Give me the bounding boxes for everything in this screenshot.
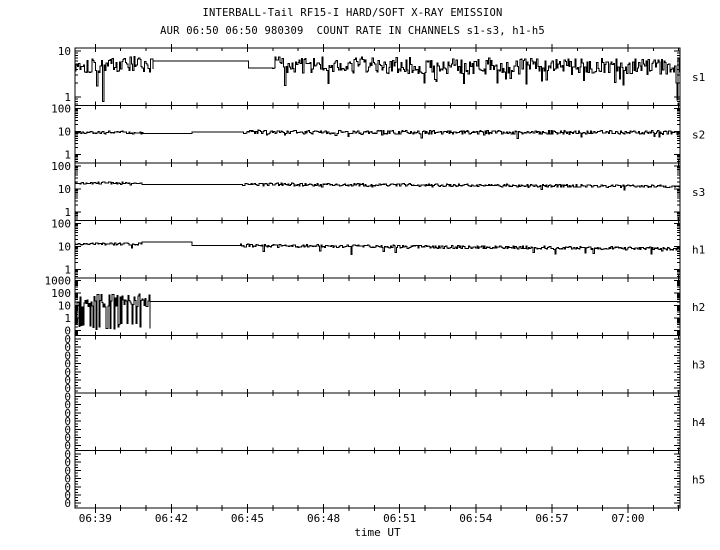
y-tick-label: 0 <box>64 399 71 412</box>
y-tick-label: 0 <box>64 448 71 461</box>
y-tick-labels-s1: 10 1 <box>58 45 71 104</box>
x-tick-label: 06:51 <box>383 512 416 525</box>
panel-box-h3 <box>74 335 681 394</box>
panel-box-h5 <box>74 450 681 509</box>
y-tick-label: 10 <box>58 183 71 196</box>
panel-box-s3 <box>74 162 681 221</box>
panel-box-h4 <box>74 392 681 451</box>
y-tick-label: 0 <box>64 382 71 395</box>
y-tick-labels-s2: 100 10 1 <box>51 102 71 161</box>
channel-label-s2: s2 <box>692 128 705 141</box>
y-tick-label: 10 <box>58 125 71 138</box>
y-tick-label: 1 <box>64 263 71 276</box>
y-tick-label: 0 <box>64 391 71 404</box>
panel-box-s1 <box>74 47 681 106</box>
y-tick-label: 1 <box>64 148 71 161</box>
channel-label-s1: s1 <box>692 71 705 84</box>
y-tick-label: 100 <box>51 287 71 300</box>
y-tick-label: 0 <box>64 497 71 510</box>
ticks-h4 <box>75 389 680 455</box>
y-tick-label: 100 <box>51 217 71 230</box>
y-tick-label: 1000 <box>45 275 72 288</box>
y-tick-label: 0 <box>64 481 71 494</box>
channel-label-h1: h1 <box>692 243 705 256</box>
channel-label-h3: h3 <box>692 358 705 371</box>
y-tick-label: 0 <box>64 374 71 387</box>
y-tick-label: 0 <box>64 349 71 362</box>
y-tick-label: 1 <box>64 312 71 325</box>
panel-s1: 10 1 s1 <box>58 44 705 110</box>
y-tick-label: 0 <box>64 440 71 453</box>
y-tick-label: 0 <box>64 341 71 354</box>
y-tick-label: 1 <box>64 91 71 104</box>
y-tick-label: 0 <box>64 489 71 502</box>
x-tick-label: 06:42 <box>155 512 188 525</box>
panel-s3: 100 10 1 s3 <box>51 159 705 225</box>
panel-h1: 100 10 1 h1 <box>51 216 705 282</box>
plot-title: INTERBALL-Tail RF15-I HARD/SOFT X-RAY EM… <box>202 7 503 19</box>
x-tick-label: 06:54 <box>459 512 492 525</box>
data-trace-s3 <box>75 181 680 191</box>
panel-box-s2 <box>74 105 681 164</box>
y-tick-label: 0 <box>64 473 71 486</box>
x-tick-label: 06:57 <box>535 512 568 525</box>
ticks-h3 <box>75 331 680 397</box>
y-tick-labels-s3: 100 10 1 <box>51 160 71 219</box>
y-tick-labels-h1: 100 10 1 <box>51 217 71 276</box>
x-tick-label: 07:00 <box>611 512 644 525</box>
panel-box-h1 <box>74 220 681 279</box>
y-tick-label: 100 <box>51 102 71 115</box>
y-tick-label: 0 <box>64 423 71 436</box>
ticks-s3 <box>75 159 680 225</box>
x-tick-label: 06:39 <box>79 512 112 525</box>
y-tick-label: 0 <box>64 366 71 379</box>
plot-subtitle: AUR 06:50 06:50 980309 COUNT RATE IN CHA… <box>160 25 545 37</box>
channel-label-h4: h4 <box>692 416 706 429</box>
y-tick-label: 100 <box>51 160 71 173</box>
y-tick-label: 0 <box>64 415 71 428</box>
x-axis-title: time UT <box>354 526 401 539</box>
y-tick-label: 0 <box>64 333 71 346</box>
y-tick-label: 10 <box>58 45 71 58</box>
ticks-h5 <box>75 446 680 513</box>
x-tick-label: 06:48 <box>307 512 340 525</box>
x-tick-label: 06:45 <box>231 512 264 525</box>
y-tick-label: 0 <box>64 464 71 477</box>
data-trace-h1 <box>75 241 680 255</box>
data-trace-h2 <box>75 293 680 330</box>
panel-s2: 100 10 1 s2 <box>51 101 705 167</box>
ticks-s1 <box>75 44 680 110</box>
data-trace-s2 <box>75 129 680 139</box>
y-tick-label: 0 <box>64 325 71 338</box>
y-tick-label: 0 <box>64 432 71 445</box>
y-tick-label: 10 <box>58 240 71 253</box>
data-trace-s1 <box>75 56 680 102</box>
y-tick-label: 1 <box>64 206 71 219</box>
y-tick-label: 0 <box>64 358 71 371</box>
channel-label-h2: h2 <box>692 301 705 314</box>
y-tick-label: 10 <box>58 300 71 313</box>
ticks-h2 <box>75 274 680 340</box>
channel-label-h5: h5 <box>692 473 705 486</box>
ticks-s2 <box>75 101 680 167</box>
channel-label-s3: s3 <box>692 186 705 199</box>
panel-box-h2 <box>74 277 681 336</box>
y-tick-label: 0 <box>64 407 71 420</box>
y-tick-label: 0 <box>64 456 71 469</box>
ticks-h1 <box>75 216 680 282</box>
x-tick-labels: 06:39 06:42 06:45 06:48 06:51 06:54 06:57 07:00 <box>79 512 645 525</box>
